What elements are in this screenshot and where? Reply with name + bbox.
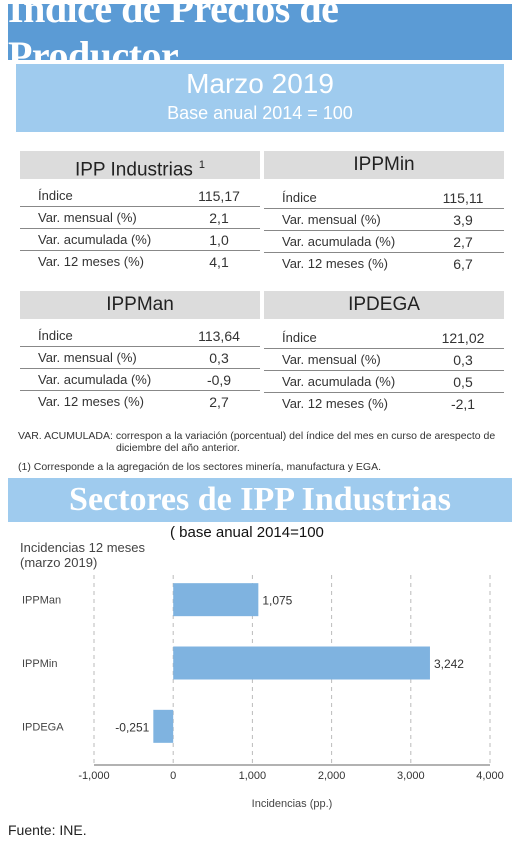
incidencias-label: Incidencias 12 meses (marzo 2019) [20, 540, 145, 570]
panel-row: Índice 121,02 [264, 327, 504, 349]
row-value: 2,1 [209, 210, 229, 226]
row-label: Índice [282, 330, 317, 345]
row-value: 1,0 [209, 232, 229, 248]
page-title: Índice de Precios de Productor [8, 0, 339, 78]
row-label: Var. 12 meses (%) [282, 396, 388, 411]
row-value: 0,3 [209, 350, 229, 366]
row-value: 115,11 [442, 190, 484, 206]
section-base: ( base anual 2014=100 [170, 524, 324, 541]
row-value: 0,3 [453, 352, 473, 368]
x-tick-label: -1,000 [78, 770, 109, 782]
panel-ipp-industrias: IPP Industrias 1 Índice 115,17 Var. mensua… [20, 151, 260, 273]
panel-ipdega: IPDEGA Índice 121,02 Var. mensual (%) 0,3 … [264, 291, 504, 415]
row-label: Índice [38, 188, 73, 203]
x-tick-label: 0 [170, 770, 176, 782]
row-label: Var. 12 meses (%) [38, 254, 144, 269]
row-value: 4,1 [209, 254, 229, 270]
panel-title: IPPMin [264, 151, 504, 179]
row-value: -0,9 [206, 372, 232, 388]
panel-row: Var. 12 meses (%) 2,7 [20, 391, 260, 413]
row-value: 113,64 [198, 328, 240, 344]
panel-row: Índice 115,11 [264, 187, 504, 209]
row-value: 3,9 [453, 212, 473, 228]
panel-row: Índice 113,64 [20, 325, 260, 347]
category-label: IPPMin [22, 658, 57, 670]
row-value: 2,7 [453, 234, 473, 250]
row-value: 121,02 [441, 330, 485, 346]
panel-row: Var. mensual (%) 0,3 [20, 347, 260, 369]
incidencias-line: Incidencias 12 meses [20, 540, 146, 555]
period-month: Marzo 2019 [186, 68, 334, 99]
row-label: Var. 12 meses (%) [282, 256, 388, 271]
row-value: -2,1 [450, 396, 476, 412]
incidencias-line: (marzo 2019) [20, 555, 98, 570]
panel-row: Índice 115,17 [20, 185, 260, 207]
bar-chart: IPPMan 1,075 IPPMin 3,242 IPDEGA -0,251 -1,000… [22, 575, 504, 810]
row-label: Var. acumulada (%) [282, 374, 396, 389]
panel-row: Var. mensual (%) 2,1 [20, 207, 260, 229]
title-banner [8, 4, 512, 60]
panel-row: Var. 12 meses (%) 6,7 [264, 253, 504, 275]
panel-title: IPDEGA [264, 291, 504, 319]
row-value: 0,5 [453, 374, 473, 390]
row-label: Var. mensual (%) [282, 212, 381, 227]
row-value: 115,17 [198, 188, 240, 204]
panel-title-text: IPP Industrias [74, 159, 193, 181]
panel-title: IPPMan [20, 291, 260, 319]
panel-row: Var. 12 meses (%) -2,1 [264, 393, 504, 415]
category-label: IPDEGA [22, 721, 64, 733]
period-base: Base anual 2014 = 100 [167, 103, 353, 123]
row-value: 2,7 [209, 394, 229, 410]
bar [153, 709, 174, 743]
data-label: 1,075 [262, 594, 292, 608]
note-line: VAR. ACUMULADA: correspon a la variación… [18, 430, 496, 442]
data-label: 3,242 [434, 657, 464, 671]
panel-row: Var. acumulada (%) 0,5 [264, 371, 504, 393]
bar [173, 583, 259, 617]
x-axis-title: Incidencias (pp.) [252, 798, 333, 810]
panel-ippmin: IPPMin Índice 115,11 Var. mensual (%) 3,9 … [264, 151, 504, 275]
row-label: Var. mensual (%) [38, 210, 137, 225]
data-label: -0,251 [115, 720, 149, 734]
row-label: Var. mensual (%) [38, 350, 137, 365]
section-banner [8, 478, 512, 522]
row-label: Var. acumulada (%) [38, 372, 152, 387]
row-label: Var. mensual (%) [282, 352, 381, 367]
x-tick-label: 2,000 [318, 770, 346, 782]
period-box: Marzo 2019 Base anual 2014 = 100 [16, 64, 504, 132]
x-tick-label: 3,000 [397, 770, 425, 782]
row-label: Índice [38, 328, 73, 343]
source-note: Fuente: INE. [8, 822, 87, 838]
panel-row: Var. mensual (%) 0,3 [264, 349, 504, 371]
row-value: 6,7 [453, 256, 473, 272]
panel-title: IPP Industrias 1 [20, 151, 260, 181]
x-tick-label: 1,000 [239, 770, 267, 782]
panel-row: Var. acumulada (%) -0,9 [20, 369, 260, 391]
x-tick-label: 4,000 [476, 770, 504, 782]
footnote-marker: 1 [198, 159, 206, 171]
row-label: Var. acumulada (%) [38, 232, 152, 247]
panel-row: Var. mensual (%) 3,9 [264, 209, 504, 231]
row-label: Var. 12 meses (%) [38, 394, 144, 409]
panel-row: Var. acumulada (%) 2,7 [264, 231, 504, 253]
note-footnote: (1) Corresponde a la agregación de los s… [18, 461, 382, 473]
category-label: IPPMan [22, 595, 61, 607]
panel-ippman: IPPMan Índice 113,64 Var. mensual (%) 0,3 … [20, 291, 260, 413]
row-label: Índice [282, 190, 317, 205]
section-title: Sectores de IPP Industrias [69, 481, 451, 518]
bar [173, 646, 430, 680]
panel-row: Var. acumulada (%) 1,0 [20, 229, 260, 251]
panel-row: Var. 12 meses (%) 4,1 [20, 251, 260, 273]
row-label: Var. acumulada (%) [282, 234, 396, 249]
note-acumulada: VAR. ACUMULADA: correspon a la variación… [18, 430, 495, 454]
note-line: diciembre del año anterior. [116, 442, 240, 454]
